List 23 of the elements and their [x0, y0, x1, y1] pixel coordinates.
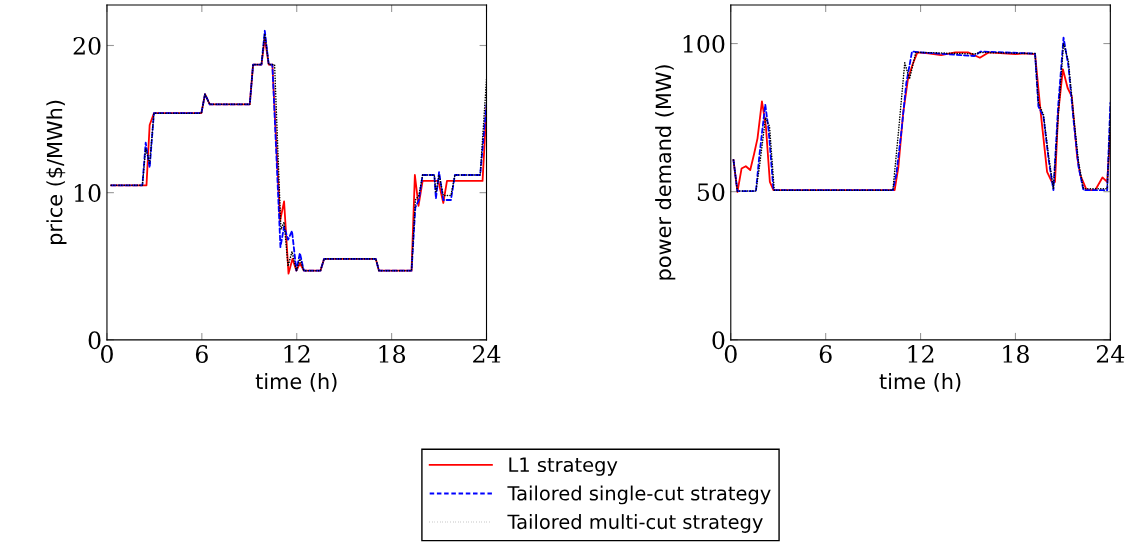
y-tick-label: 10: [74, 184, 101, 202]
legend-label: Tailored multi-cut strategy: [507, 514, 763, 533]
x-tick-label: 0: [101, 345, 113, 363]
x-axis-title: time (h): [879, 373, 961, 392]
y-tick-label: 20: [73, 36, 101, 55]
x-tick-label: 18: [1003, 345, 1029, 363]
x-tick-label: 0: [724, 345, 737, 363]
x-tick-label: 18: [379, 345, 406, 363]
x-axis-title: time (h): [255, 373, 337, 392]
x-tick-label: 12: [908, 345, 934, 363]
x-tick-label: 6: [195, 345, 208, 363]
y-axis-title: power demand (MW): [655, 65, 676, 280]
x-tick-label: 6: [819, 345, 832, 363]
y-tick-label: 100: [683, 34, 725, 53]
y-tick-label: 0: [88, 331, 101, 350]
x-tick-label: 12: [284, 345, 310, 363]
y-tick-label: 50: [697, 183, 725, 201]
x-tick-label: 24: [473, 345, 501, 363]
legend-label: L1 strategy: [509, 457, 618, 476]
legend-label: Tailored single-cut strategy: [507, 485, 771, 505]
y-axis-title: price ($/MWh): [46, 100, 67, 244]
x-tick-label: 24: [1096, 345, 1125, 363]
y-tick-label: 0: [712, 331, 725, 350]
